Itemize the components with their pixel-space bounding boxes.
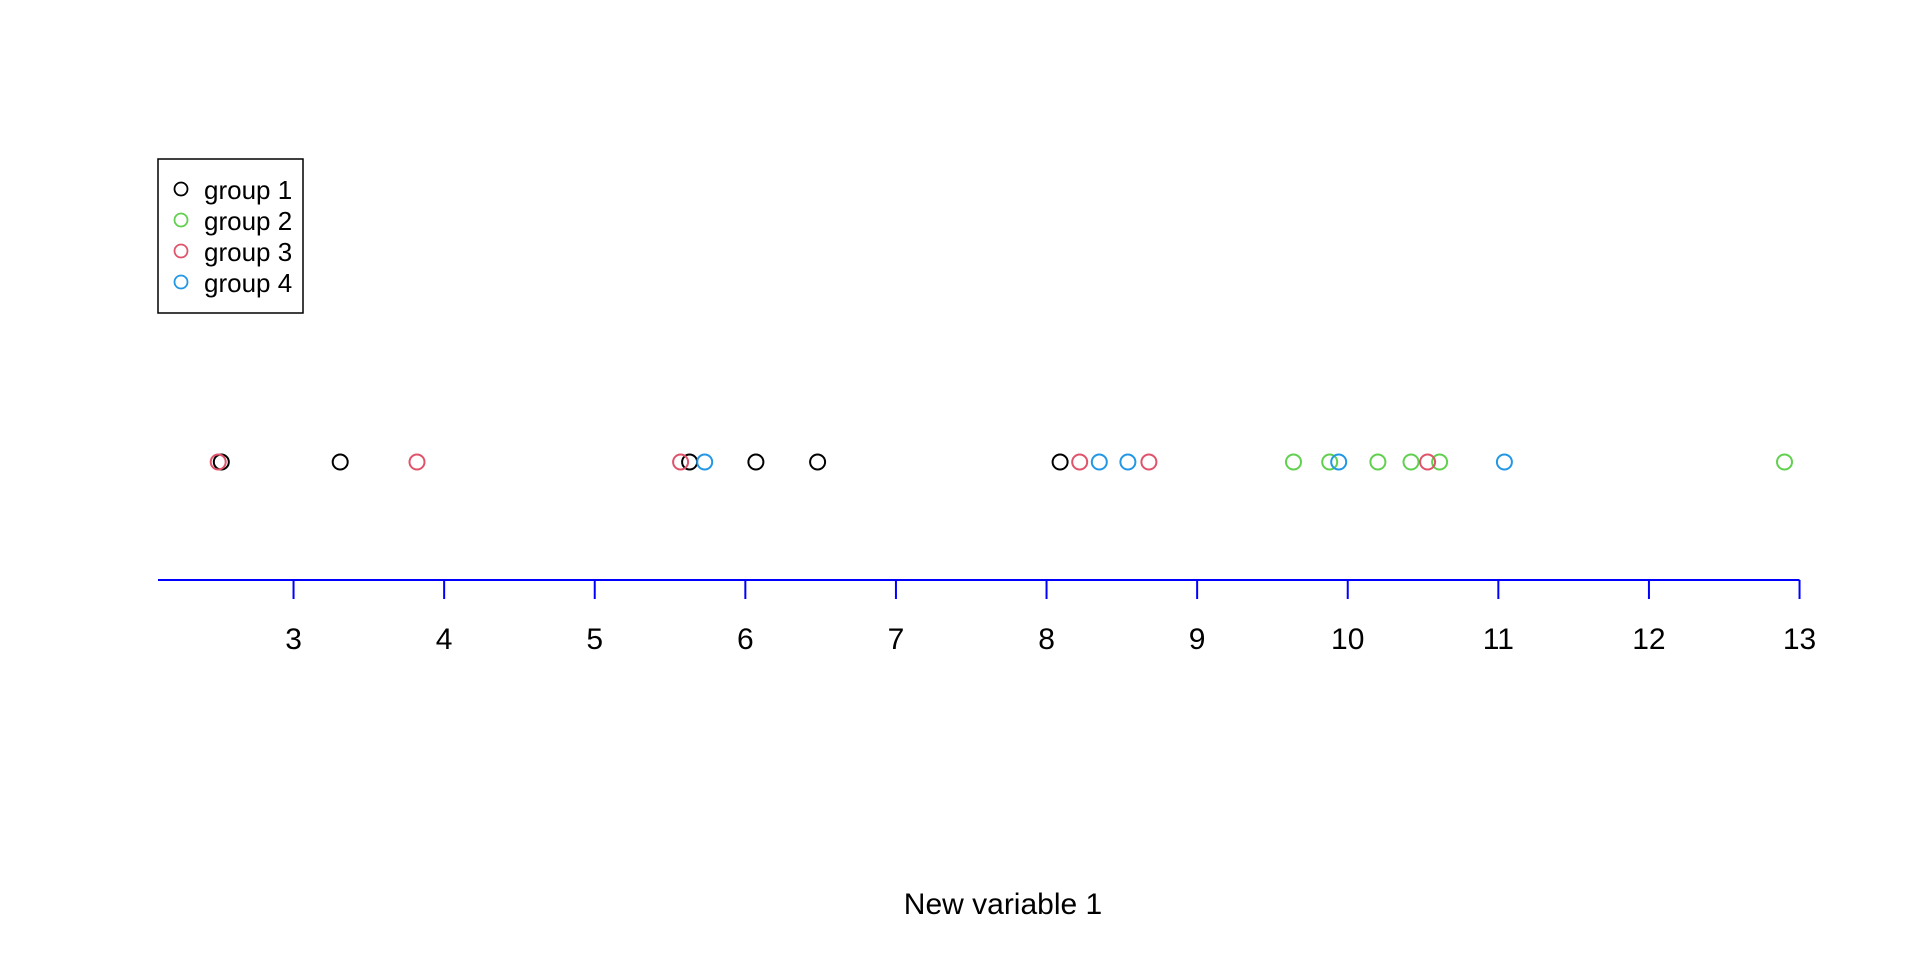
x-tick-label-9: 9	[1189, 623, 1206, 656]
x-tick-label-5: 5	[586, 623, 603, 656]
x-tick-label-6: 6	[737, 623, 754, 656]
data-point-group-3-6	[1419, 453, 1437, 471]
x-tick-label-11: 11	[1483, 623, 1514, 656]
x-axis: 3 4 5 6 7 8 9 10 11 12 13	[158, 579, 1816, 656]
legend-label-group-1: group 1	[204, 175, 292, 205]
legend-label-group-2: group 2	[204, 206, 292, 236]
data-point-group-4-2	[1090, 453, 1108, 471]
x-tick-label-10: 10	[1331, 623, 1364, 656]
legend-label-group-3: group 3	[204, 237, 292, 267]
data-point-group-4-1	[696, 453, 714, 471]
legend-box	[157, 158, 304, 314]
legend-marker-group-4	[173, 274, 189, 290]
data-point-group-1-3	[681, 453, 699, 471]
data-point-group-1-4	[747, 453, 765, 471]
data-point-group-2-2	[1321, 453, 1339, 471]
points-layer	[209, 453, 1793, 471]
data-point-group-3-2	[408, 453, 426, 471]
data-point-group-4-5	[1495, 453, 1513, 471]
x-tick-label-12: 12	[1632, 623, 1665, 656]
x-tick-label-8: 8	[1038, 623, 1055, 656]
data-point-group-4-4	[1330, 453, 1348, 471]
data-point-group-2-6	[1776, 453, 1793, 471]
legend-marker-group-3	[173, 243, 189, 259]
x-tick-label-4: 4	[436, 623, 453, 656]
data-point-group-2-1	[1285, 453, 1302, 471]
data-point-group-3-5	[1140, 453, 1158, 471]
legend-label-group-4: group 4	[204, 268, 292, 298]
data-point-group-1-6	[1051, 453, 1069, 471]
data-point-group-2-4	[1402, 453, 1420, 471]
data-point-group-4-3	[1119, 453, 1137, 471]
x-tick-label-7: 7	[888, 623, 905, 656]
data-point-group-2-5	[1431, 453, 1449, 471]
x-tick-label-3: 3	[285, 623, 302, 656]
legend-marker-group-1	[173, 181, 189, 197]
x-axis-label: New variable 1	[904, 888, 1102, 921]
data-point-group-2-3	[1369, 453, 1387, 471]
data-point-group-3-1	[209, 453, 227, 471]
data-point-group-1-5	[809, 453, 827, 471]
data-point-group-3-3	[672, 453, 690, 471]
data-point-group-3-4	[1071, 453, 1089, 471]
data-point-group-1-2	[331, 453, 349, 471]
x-tick-label-13: 13	[1783, 623, 1816, 656]
legend-marker-group-2	[173, 212, 189, 228]
